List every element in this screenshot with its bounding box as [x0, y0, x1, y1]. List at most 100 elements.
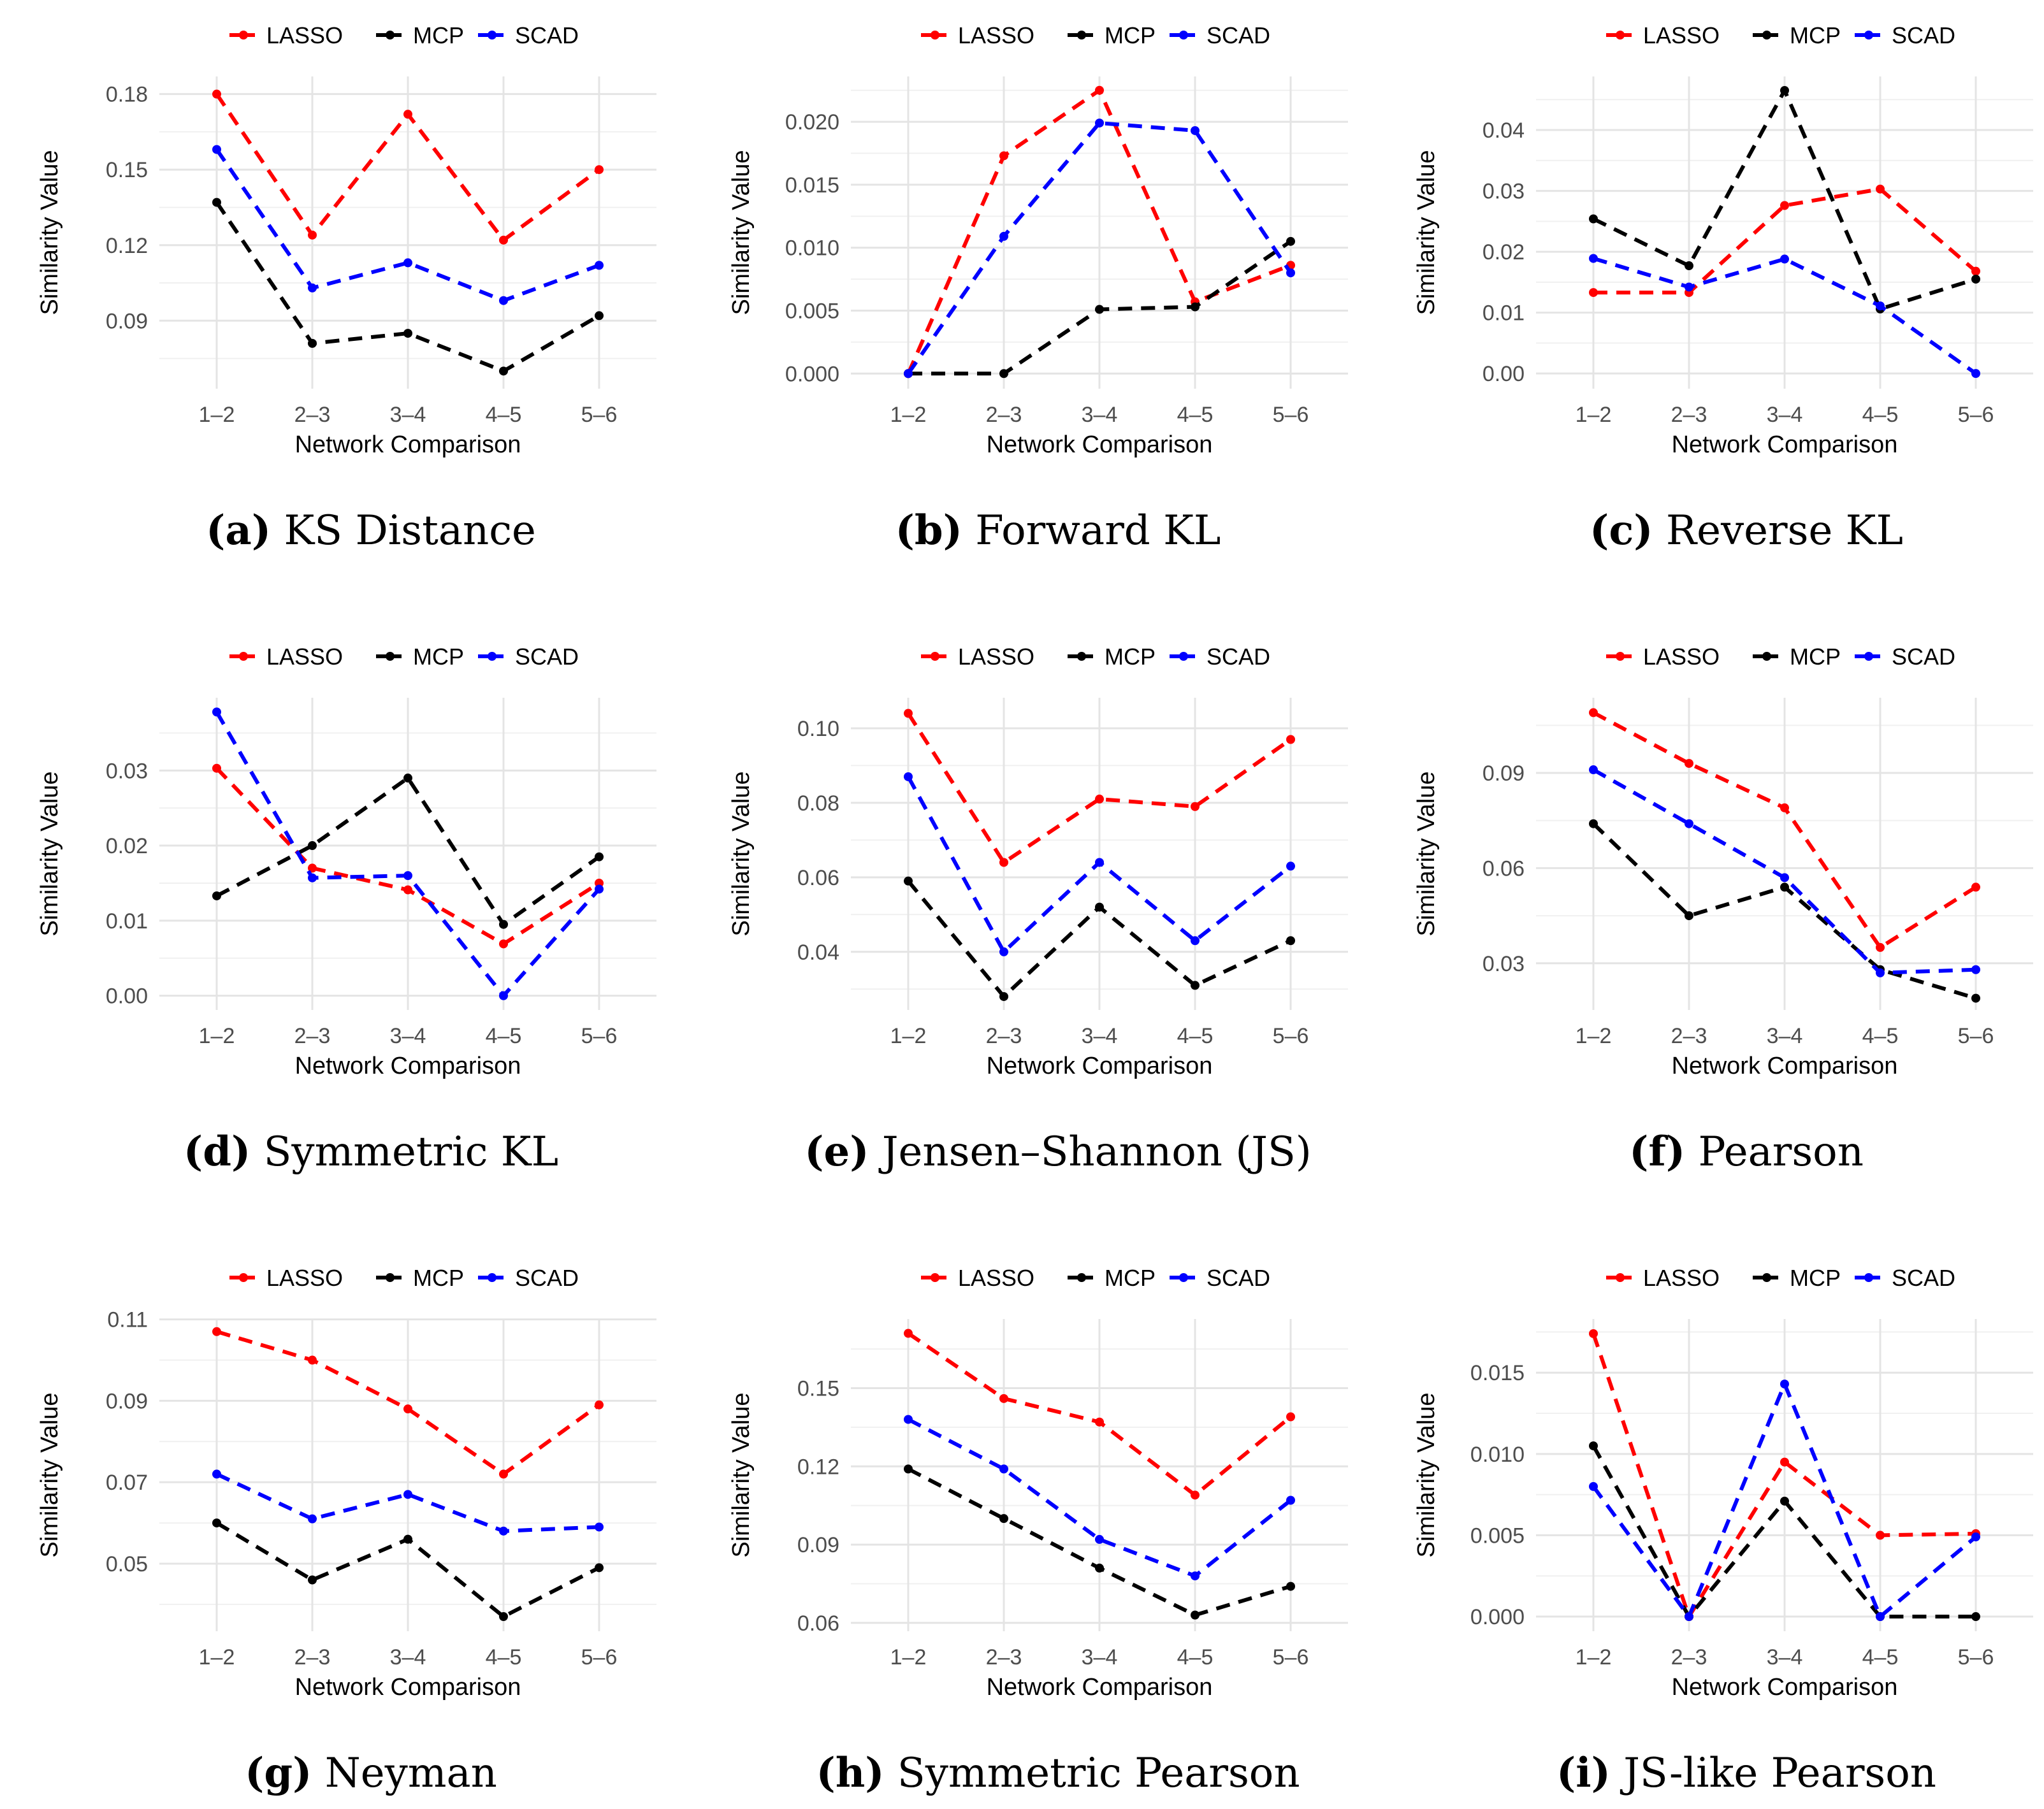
y-tick-label: 0.09 [106, 1389, 148, 1413]
y-tick-label: 0.02 [106, 834, 148, 858]
data-point-lasso [212, 1327, 221, 1336]
data-point-lasso [1589, 288, 1598, 298]
legend-key-point [1179, 31, 1188, 40]
y-tick-label: 0.11 [107, 1308, 148, 1332]
panel-letter: (d) [183, 1128, 251, 1176]
x-tick-label: 5–6 [1958, 403, 1994, 427]
y-tick-label: 0.04 [797, 941, 839, 965]
x-tick-label: 1–2 [1576, 403, 1612, 427]
data-point-mcp [904, 876, 913, 886]
data-point-scad [308, 283, 317, 292]
series-lasso [1589, 708, 1980, 952]
y-axis-title: Similarity Value [728, 771, 755, 936]
grid [159, 1318, 656, 1631]
legend-key-point [1864, 652, 1873, 661]
legend-label: MCP [1790, 1265, 1841, 1291]
y-axis-title: Similarity Value [728, 1392, 755, 1557]
series-line-scad [907, 1417, 1292, 1578]
series-mcp [212, 1518, 604, 1622]
data-point-lasso [1780, 201, 1789, 210]
data-point-mcp [1095, 902, 1104, 912]
series-scad [1589, 1380, 1980, 1622]
panel-title: Neyman [312, 1750, 497, 1797]
legend-key-point [931, 31, 939, 40]
data-point-scad [308, 1514, 317, 1524]
series-lasso [212, 1327, 604, 1479]
legend-label: LASSO [1643, 1265, 1720, 1291]
legend-key-point [386, 1273, 395, 1282]
data-point-lasso [212, 89, 221, 99]
y-axis-title: Similarity Value [1413, 771, 1440, 936]
chart-1: 0.000 0.005 0.010 0.015 0.020 1–2 2–3 3–4 4–5 5–6… [728, 22, 1348, 458]
legend-key-point [1179, 1273, 1188, 1282]
y-tick-label: 0.06 [797, 866, 839, 890]
series-line-scad [215, 148, 600, 303]
y-axis-title: Similarity Value [36, 771, 63, 936]
data-point-scad [1971, 369, 1980, 378]
chart-5: 0.03 0.06 0.09 1–2 2–3 3–4 4–5 5–6 Network Compa… [1413, 644, 2033, 1079]
data-point-lasso [1286, 735, 1295, 744]
x-tick-label: 3–4 [1082, 403, 1118, 427]
y-tick-label: 0.015 [785, 173, 839, 198]
data-point-mcp [1971, 1612, 1980, 1622]
data-point-mcp [1191, 1610, 1200, 1620]
data-point-scad [403, 258, 412, 268]
series-mcp [904, 876, 1295, 1001]
data-point-scad [1589, 765, 1598, 775]
data-point-lasso [999, 151, 1008, 161]
data-point-lasso [1876, 942, 1885, 952]
panel-title: Jensen–Shannon (JS) [869, 1128, 1312, 1176]
panel-title: JS-like Pearson [1610, 1750, 1937, 1797]
data-point-scad [308, 873, 317, 883]
x-tick-label: 1–2 [890, 1024, 927, 1048]
y-tick-label: 0.020 [785, 110, 839, 134]
data-point-scad [499, 296, 508, 305]
y-tick-label: 0.15 [797, 1376, 839, 1401]
legend-key-point [386, 652, 395, 661]
data-point-scad [904, 369, 913, 378]
series-line-lasso [906, 712, 1292, 865]
series-line-mcp [215, 776, 600, 926]
data-point-mcp [595, 311, 604, 321]
y-tick-label: 0.00 [1482, 362, 1525, 386]
data-point-lasso [1780, 803, 1789, 812]
series-line-scad [906, 121, 1293, 375]
data-point-lasso [1876, 1531, 1885, 1540]
series-lasso [904, 709, 1295, 867]
panel-letter: (c) [1590, 507, 1653, 554]
y-tick-label: 0.03 [106, 759, 148, 783]
data-point-scad [1971, 1532, 1980, 1541]
data-point-mcp [308, 841, 317, 851]
data-point-scad [1589, 254, 1598, 263]
series-mcp [1589, 819, 1980, 1003]
y-tick-label: 0.09 [1482, 761, 1525, 786]
x-tick-label: 5–6 [1273, 403, 1309, 427]
data-point-scad [1095, 858, 1104, 867]
y-tick-label: 0.03 [1482, 180, 1525, 204]
data-point-scad [999, 947, 1008, 956]
data-point-mcp [1095, 1563, 1104, 1573]
data-point-mcp [499, 1612, 508, 1622]
series-line-lasso [1591, 1333, 1976, 1619]
y-axis-title: Similarity Value [728, 150, 755, 315]
legend-key-point [1077, 31, 1086, 40]
panel-letter: (a) [206, 507, 272, 554]
data-point-lasso [1191, 802, 1200, 811]
data-point-mcp [1780, 85, 1789, 95]
panel-caption: (i) JS-like Pearson [1428, 1749, 2044, 1797]
panel-letter: (h) [816, 1749, 885, 1797]
x-tick-label: 1–2 [1576, 1024, 1612, 1048]
data-point-mcp [1191, 302, 1200, 312]
panel-title: KS Distance [271, 507, 536, 554]
legend-key-point [239, 31, 248, 40]
panel-title: Symmetric KL [250, 1128, 559, 1176]
series-mcp [212, 774, 604, 929]
x-tick-label: 2–3 [294, 403, 331, 427]
series-scad [904, 772, 1295, 956]
data-point-scad [595, 884, 604, 894]
data-point-lasso [403, 885, 412, 895]
data-point-mcp [308, 338, 317, 348]
data-point-mcp [904, 1464, 913, 1474]
data-point-scad [1095, 119, 1104, 128]
